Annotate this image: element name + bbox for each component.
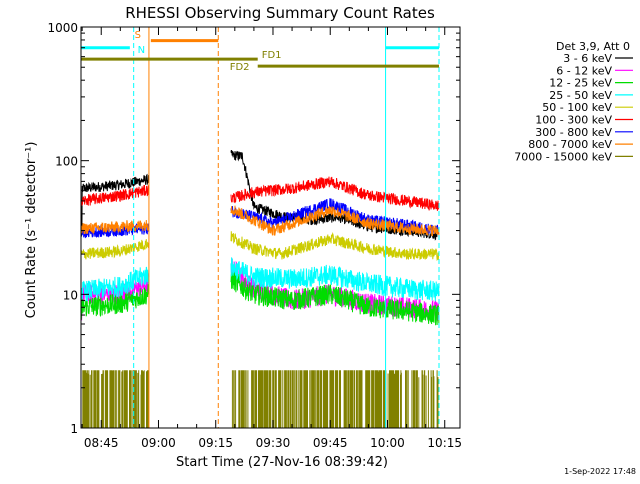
y-tick-label-0: 1 xyxy=(70,422,78,436)
chart-title: RHESSI Observing Summary Count Rates xyxy=(125,4,435,22)
series-line-5-seg-1 xyxy=(230,176,440,211)
x-tick-label-0: 08:45 xyxy=(84,436,119,450)
legend-label-3: 25 - 50 keV xyxy=(549,89,612,102)
series-line-8-seg-0 xyxy=(80,370,149,428)
y-tick-label-3: 1000 xyxy=(47,21,78,35)
legend-label-0: 3 - 6 keV xyxy=(563,52,612,65)
legend-header: Det 3,9, Att 0 xyxy=(556,40,630,53)
legend-label-2: 12 - 25 keV xyxy=(549,77,612,90)
series-line-8-seg-1 xyxy=(231,370,439,428)
series-line-4-seg-1 xyxy=(230,231,440,262)
series-line-3-seg-0 xyxy=(80,266,150,302)
x-axis-label: Start Time (27-Nov-16 08:39:42) xyxy=(176,455,388,470)
timestamp-label: 1-Sep-2022 17:48 xyxy=(564,467,636,476)
series-line-0-seg-0 xyxy=(80,173,150,237)
legend-label-8: 7000 - 15000 keV xyxy=(514,150,612,163)
x-tick-label-6: 10:15 xyxy=(427,436,462,450)
series-line-2-seg-1 xyxy=(230,271,440,326)
y-axis-label: Count Rate (s⁻¹ detector⁻¹) xyxy=(24,142,39,319)
series-line-4-seg-0 xyxy=(80,239,150,260)
y-tick-label-2: 100 xyxy=(55,155,78,169)
y-tick-label-1: 10 xyxy=(63,288,78,302)
x-tick-label-3: 09:30 xyxy=(256,436,291,450)
legend-label-4: 50 - 100 keV xyxy=(542,101,612,114)
x-tick-label-2: 09:15 xyxy=(198,436,233,450)
x-tick-label-1: 09:00 xyxy=(141,436,176,450)
series-line-6-seg-1 xyxy=(230,198,440,236)
x-tick-label-5: 10:00 xyxy=(370,436,405,450)
series-line-5-seg-0 xyxy=(80,184,150,207)
series-line-7-seg-1 xyxy=(230,205,440,237)
annotation-fd1: FD1 xyxy=(262,50,282,61)
series-line-7-seg-0 xyxy=(80,219,150,235)
legend-label-7: 800 - 7000 keV xyxy=(528,138,612,151)
legend-label-5: 100 - 300 keV xyxy=(535,114,612,127)
plot-frame xyxy=(80,26,461,429)
annotation-s: S xyxy=(135,30,141,41)
series-line-3-seg-1 xyxy=(230,257,440,302)
annotation-fd2: FD2 xyxy=(230,62,250,73)
plot-area: SN FD1 FD2 1 10 100 1000 08:45 09:00 09:15 09:30 09… xyxy=(47,21,462,450)
x-tick-label-4: 09:45 xyxy=(313,436,348,450)
legend-label-6: 300 - 800 keV xyxy=(535,126,612,139)
series-line-6-seg-0 xyxy=(80,222,150,239)
legend-label-1: 6 - 12 keV xyxy=(556,64,612,77)
annotation-n: N xyxy=(138,45,145,56)
